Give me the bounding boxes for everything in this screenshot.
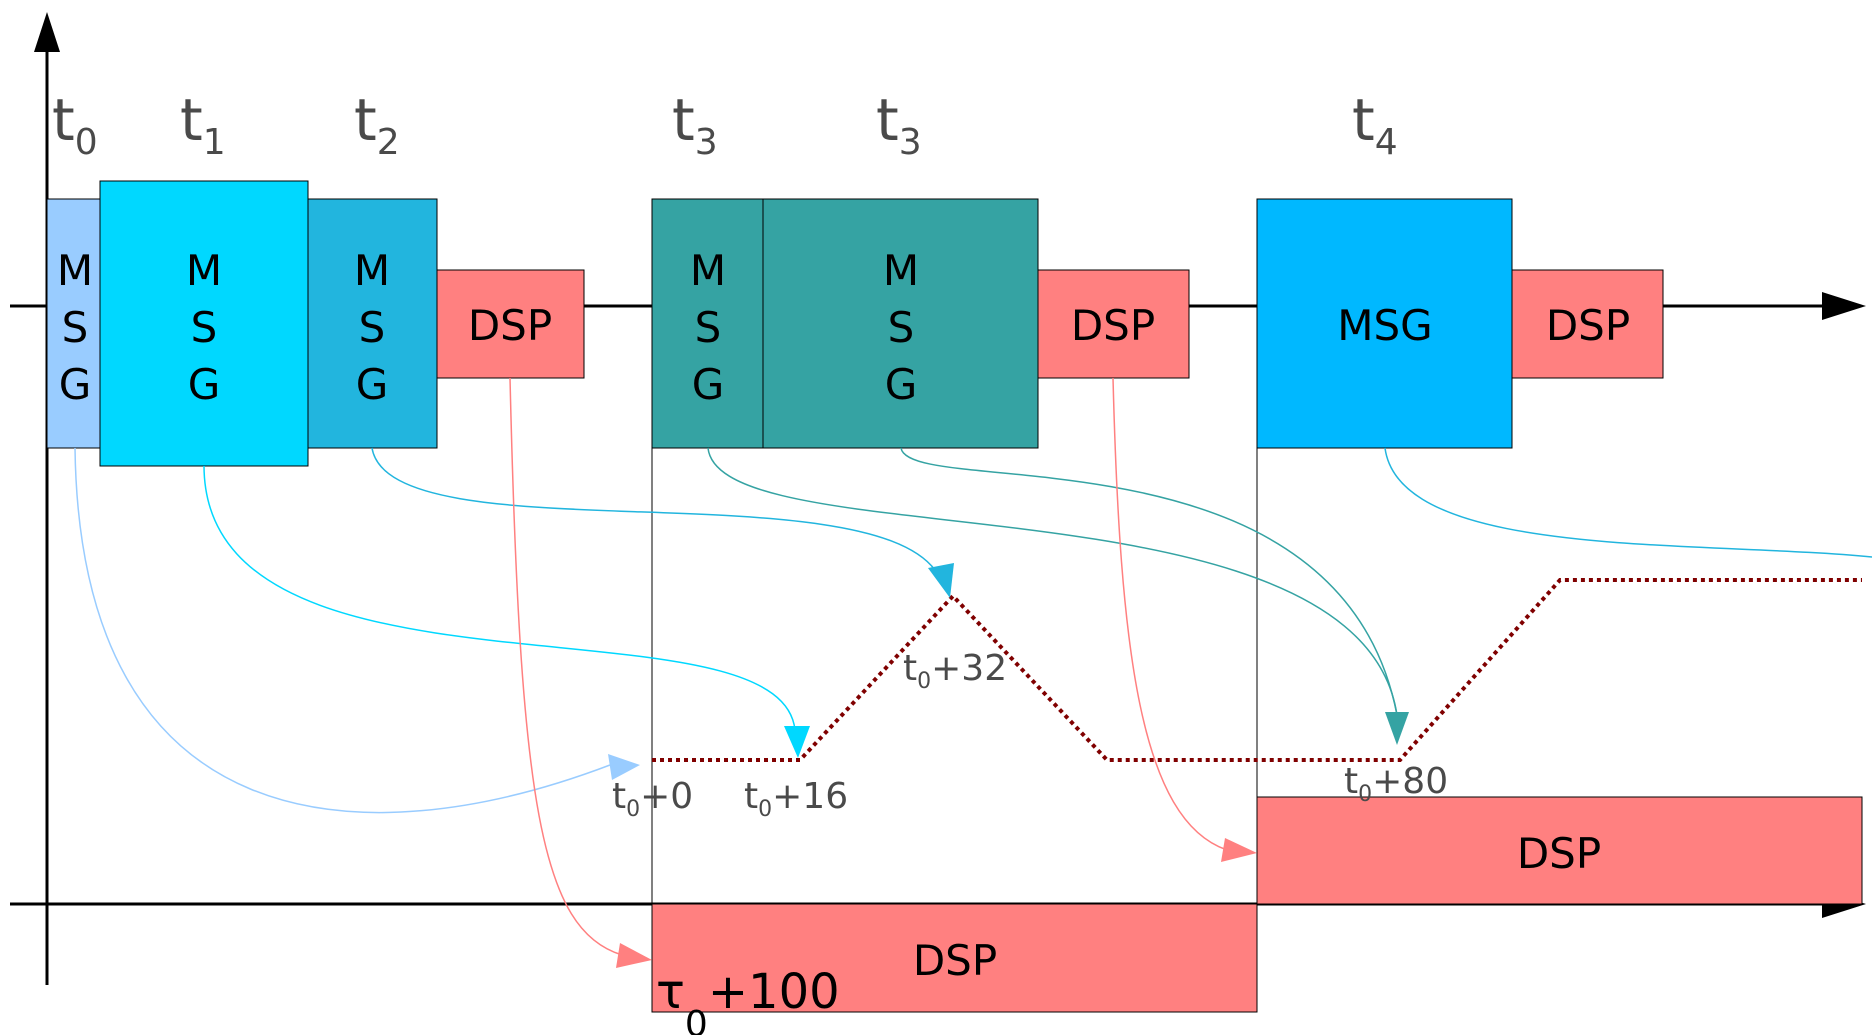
msg-letter: G	[188, 360, 221, 409]
dsp-label-3: DSP	[1546, 301, 1630, 350]
dsp-box-long-2	[1256, 796, 1863, 905]
dotted-timeline	[652, 578, 1862, 762]
dsp-box-long-1	[651, 903, 1258, 1013]
msg-letters-t0: M S G	[57, 246, 93, 409]
curve-msg1	[203, 465, 796, 731]
annotations: t0+0 t0+16 t0+32 t0+80	[612, 648, 1448, 822]
msg-letter: S	[191, 303, 218, 352]
arrowhead-msg0-icon	[608, 754, 640, 780]
msg-word-t4: MSG	[1337, 301, 1432, 350]
msg-box-t0	[46, 198, 101, 449]
msg-letter: S	[888, 303, 915, 352]
dsp-label-2: DSP	[1071, 301, 1155, 350]
time-label-t0: t0	[52, 86, 98, 163]
box-labels: M S G M S G M S G M S G M S G MSG DSP D	[57, 246, 1630, 985]
annotation-t0-plus-32: t0+32	[903, 648, 1007, 694]
msg-letter: M	[57, 246, 93, 295]
msg-box-t3b	[762, 198, 1039, 449]
time-label-t1: t1	[180, 86, 226, 163]
msg-letters-t1: M S G	[186, 246, 222, 409]
annotation-t0-plus-16: t0+16	[744, 776, 848, 822]
msg-letter: G	[692, 360, 725, 409]
msg-box-t2	[307, 198, 438, 449]
msg-letter: M	[883, 246, 919, 295]
msg-letter: S	[62, 303, 89, 352]
dsp-box-2	[1037, 269, 1190, 379]
time-label-t3a: t3	[672, 86, 718, 163]
time-label-t4: t4	[1352, 86, 1398, 163]
curve-dsp1	[509, 377, 623, 956]
dsp-box-3	[1511, 269, 1664, 379]
curve-msg3a	[707, 447, 1398, 716]
curve-msg0	[74, 447, 611, 814]
time-label-t3b: t3	[876, 86, 922, 163]
msg-letter: M	[690, 246, 726, 295]
arrowhead-dsp2-icon	[1221, 838, 1257, 862]
curve-msg2	[371, 447, 936, 571]
dsp-long-label-2: DSP	[1517, 829, 1601, 878]
annotation-t0-plus-80: t0+80	[1344, 761, 1448, 807]
msg-letter: S	[695, 303, 722, 352]
curve-msg4	[1384, 447, 1872, 558]
arrowhead-msg2-icon	[928, 563, 954, 598]
msg-letter: M	[186, 246, 222, 295]
curve-dsp2	[1112, 377, 1228, 851]
msg-letters-t2: M S G	[354, 246, 390, 409]
msg-letters-t3a: M S G	[690, 246, 726, 409]
msg-letter: G	[59, 360, 92, 409]
tau-label: τ0+100	[656, 964, 840, 1035]
msg-letter: M	[354, 246, 390, 295]
msg-box-t4	[1256, 198, 1513, 449]
upper-axis-arrow-icon	[1822, 292, 1866, 320]
arrowhead-msg3-icon	[1385, 712, 1409, 745]
vertical-axis-arrow-icon	[34, 12, 60, 52]
dsp-box-1	[436, 269, 585, 379]
arrowhead-dsp1-icon	[616, 943, 652, 968]
curve-msg3b	[900, 447, 1398, 716]
upper-row-boxes	[46, 180, 1664, 467]
msg-box-t1	[99, 180, 309, 467]
curved-arrows	[74, 377, 1872, 968]
msg-letter: G	[356, 360, 389, 409]
dsp-long-label-1: DSP	[913, 936, 997, 985]
lower-row-boxes	[651, 796, 1863, 1013]
time-label-t2: t2	[354, 86, 400, 163]
annotation-t0-plus-0: t0+0	[612, 776, 693, 822]
dsp-label-1: DSP	[468, 301, 552, 350]
arrowhead-msg1-icon	[784, 726, 810, 758]
msg-letters-t3b: M S G	[883, 246, 919, 409]
time-labels: t0 t1 t2 t3 t3 t4	[52, 86, 1398, 163]
msg-letter: S	[359, 303, 386, 352]
msg-letter: G	[885, 360, 918, 409]
